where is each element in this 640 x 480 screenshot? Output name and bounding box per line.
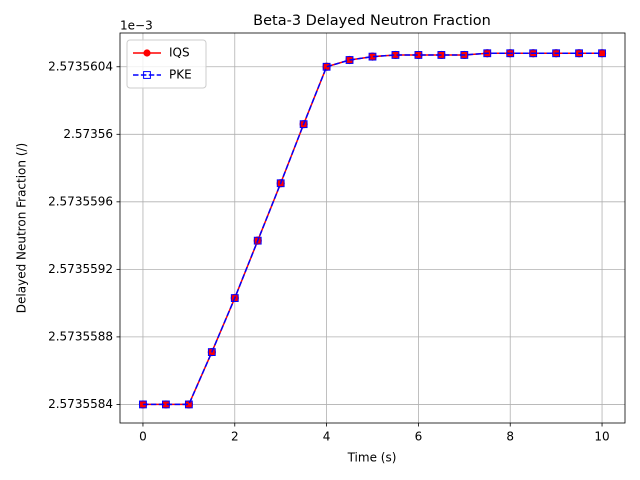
legend-label: PKE [169,68,192,82]
y-tick-label: 2.5735588 [48,329,113,343]
x-axis-label: Time (s) [347,451,397,465]
data-point [368,52,377,61]
y-axis-label: Delayed Neutron Fraction (/) [15,143,29,313]
data-point [322,62,331,71]
data-point [299,120,308,129]
data-point [139,400,147,409]
legend-marker [143,71,151,79]
y-offset-label: 1e−3 [120,19,153,33]
x-tick-label: 6 [415,430,423,444]
data-point [598,49,606,58]
y-tick-label: 2.5735584 [48,397,113,411]
data-point [253,236,262,245]
x-tick-label: 8 [506,430,514,444]
data-point [506,49,515,58]
x-tick-label: 10 [594,430,609,444]
data-point [483,49,492,58]
x-tick-label: 2 [231,430,239,444]
data-point [414,51,423,59]
legend: IQS PKE [126,39,207,89]
legend-marker [143,49,151,57]
data-point [184,400,193,409]
data-point [437,51,446,59]
y-tick-label: 2.57356 [63,127,113,141]
data-point [276,179,285,188]
series-line [142,52,603,406]
x-tick-label: 4 [323,430,331,444]
data-point [460,51,469,59]
chart-title: Beta-3 Delayed Neutron Fraction [253,13,491,29]
data-point [230,294,239,302]
y-tick-label: 2.5735604 [48,59,113,73]
data-point [345,56,354,64]
y-tick-label: 2.5735596 [48,194,113,208]
data-point [207,348,216,356]
data-point [575,49,583,58]
data-point [162,400,170,409]
x-tick-label: 0 [139,430,147,444]
data-point [552,49,561,58]
plot-frame [119,32,626,424]
legend-label: IQS [169,46,190,60]
data-point [391,51,400,59]
data-point [529,49,538,58]
legend-frame [126,39,207,89]
y-tick-label: 2.5735592 [48,262,113,276]
